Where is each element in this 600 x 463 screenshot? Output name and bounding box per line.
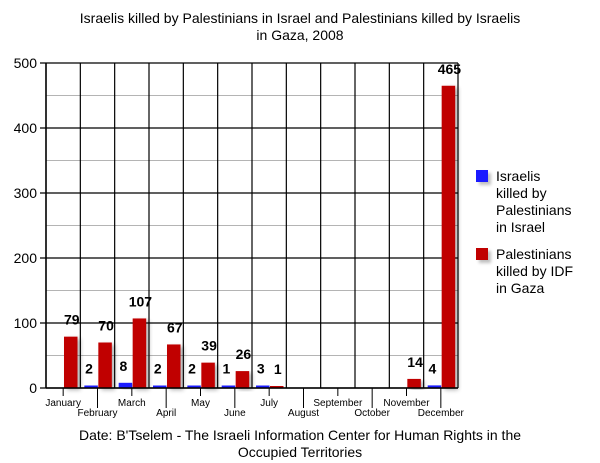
bar-israelis [153,385,167,388]
x-tick-label: June [224,408,246,419]
legend-label: killed by IDF [496,263,574,279]
y-tick-label: 100 [14,315,38,331]
chart-title-line-2: in Gaza, 2008 [256,27,344,43]
chart-title-line-1: Israelis killed by Palestinians in Israe… [79,10,521,26]
value-label-israelis: 4 [429,360,437,376]
y-tick-label: 0 [29,380,37,396]
source-line-2: Occupied Territories [237,444,363,460]
bar-israelis [118,382,133,388]
value-label-palestinians: 1 [274,361,282,377]
value-label-israelis: 2 [154,361,162,377]
bar-israelis [84,385,98,388]
bar-palestinians [235,371,250,388]
bar-palestinians [64,336,78,388]
legend-swatch-icon [476,170,488,182]
legend-item: Israelis killed by Palestinians in Israel [474,168,600,236]
legend: Israelis killed by Palestinians in Israel Pa… [474,168,600,303]
bar-palestinians [201,362,215,388]
y-tick-label: 500 [14,55,38,71]
source-line-1: Date: B'Tselem - The Israeli Information… [78,427,522,443]
value-label-palestinians: 70 [98,318,114,334]
bars [64,85,456,388]
x-tick-label: July [260,398,278,409]
value-label-israelis: 8 [120,358,128,374]
x-tick-label: May [191,398,210,409]
x-tick-label: November [383,398,430,409]
bar-israelis [256,385,270,388]
y-tick-label: 400 [14,120,38,136]
x-tick-label: September [313,398,363,409]
bar-palestinians [132,318,147,388]
legend-label: killed by [496,185,547,201]
y-tick-label: 200 [14,250,38,266]
x-tick-label: March [118,398,146,409]
legend-label: Palestinians [496,246,572,262]
x-tick-label: April [156,408,176,419]
legend-label: Israelis [496,168,541,184]
x-tick-label: January [45,398,81,409]
chart-source: Date: B'Tselem - The Israeli Information… [0,427,600,461]
value-label-palestinians: 26 [236,346,252,362]
grid [40,62,459,389]
bar-palestinians [441,85,456,388]
value-label-israelis: 3 [257,361,265,377]
bar-israelis [427,385,442,388]
value-label-palestinians: 107 [129,293,153,309]
value-label-israelis: 1 [223,361,231,377]
bar-palestinians [407,378,421,388]
x-tick-label: December [418,408,465,419]
value-label-israelis: 2 [188,361,196,377]
value-label-palestinians: 465 [438,61,462,77]
bar-palestinians [167,344,181,388]
legend-label: in Israel [496,219,546,235]
bar-israelis [221,385,236,388]
value-label-palestinians: 79 [64,312,80,328]
legend-label: in Gaza [496,280,545,296]
bar-palestinians [270,386,284,388]
bar-palestinians [98,342,112,388]
value-label-palestinians: 67 [167,319,183,335]
chart-title: Israelis killed by Palestinians in Israe… [0,10,600,44]
value-label-palestinians: 14 [407,354,423,370]
x-tick-label: August [288,408,319,419]
y-tick-label: 300 [14,185,38,201]
x-tick-label: February [77,408,117,419]
legend-label: Palestinians [496,202,572,218]
legend-item: Palestinians killed by IDF in Gaza [474,246,600,297]
value-label-israelis: 2 [85,361,93,377]
x-tick-label: October [354,408,390,419]
bar-israelis [187,385,201,388]
value-label-palestinians: 39 [201,338,217,354]
legend-swatch-icon [476,248,488,260]
